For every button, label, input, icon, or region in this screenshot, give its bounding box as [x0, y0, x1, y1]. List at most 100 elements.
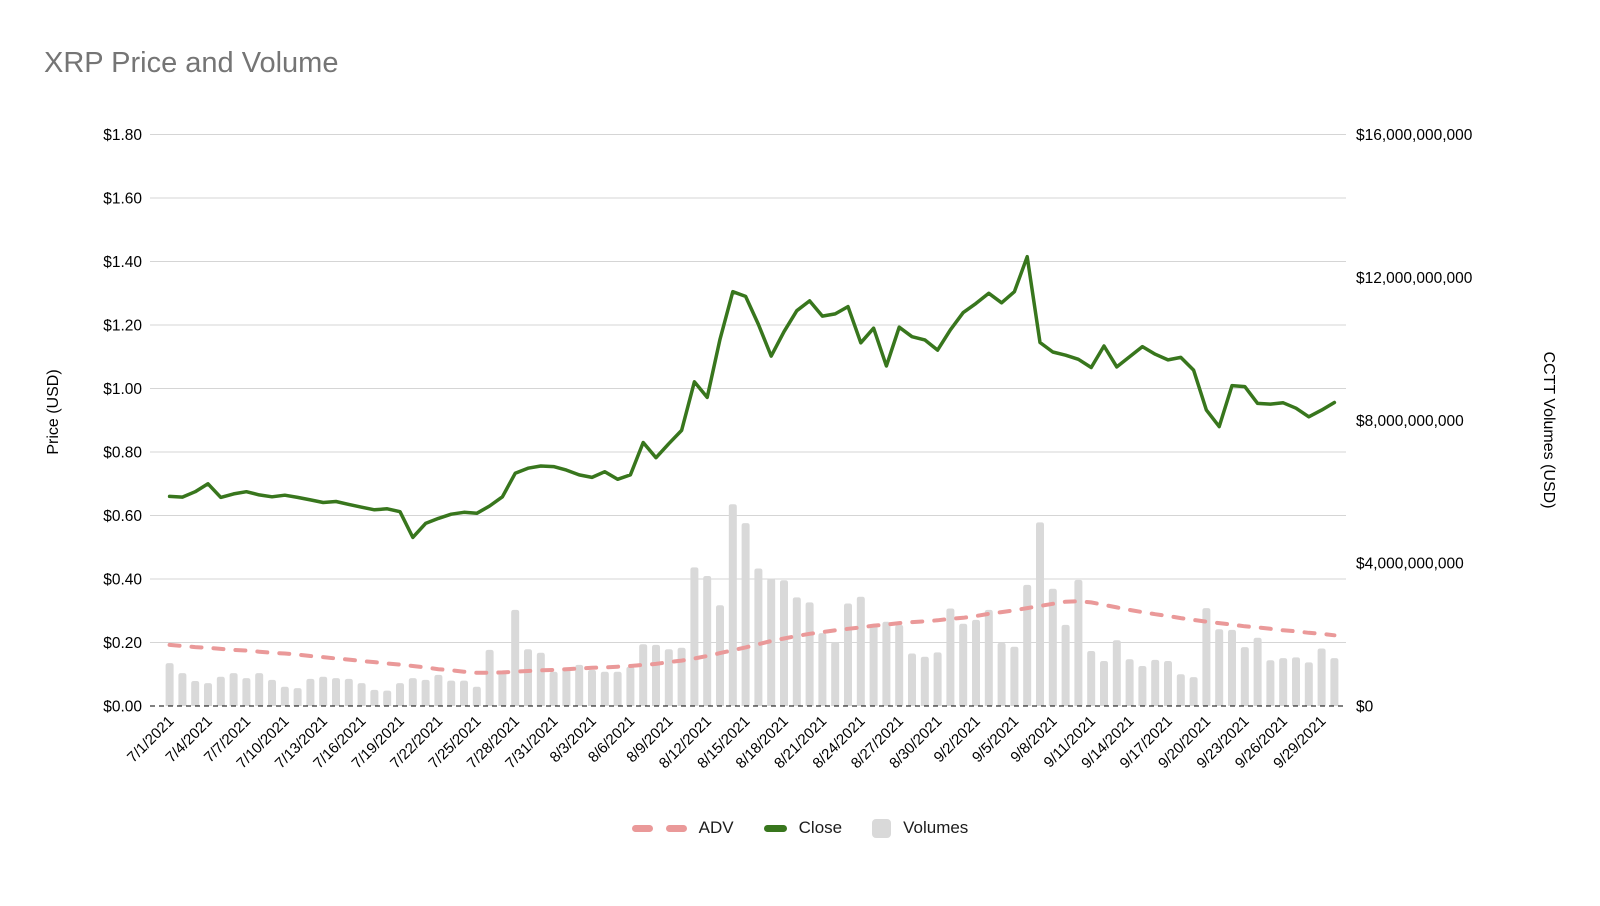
volume-bar [204, 683, 212, 706]
volume-bar [1189, 677, 1198, 706]
volume-bar [1087, 651, 1096, 706]
volume-bar [1100, 661, 1108, 706]
volume-bar [1164, 661, 1172, 706]
close-line [167, 254, 1337, 540]
volume-bar [908, 653, 916, 706]
volume-bar [716, 605, 724, 706]
volume-bar [805, 602, 814, 706]
right-axis-title: CCTT Volumes (USD) [1540, 351, 1557, 508]
volume-bar [959, 623, 968, 706]
volume-bar [357, 683, 366, 706]
volume-bar [1151, 659, 1160, 706]
adv-dashed-swatch-icon [665, 824, 687, 832]
volume-bar [460, 680, 468, 706]
legend-item-close: Close [763, 818, 843, 838]
volume-bar [255, 673, 264, 706]
legend-label-close: Close [798, 818, 843, 837]
volumes-square-swatch-icon [872, 818, 892, 838]
y-axis-tick-label: $0.60 [103, 508, 142, 525]
volume-bar [1253, 637, 1262, 706]
volume-bar [844, 603, 852, 706]
volume-bar [1138, 666, 1147, 706]
volume-bar [1202, 608, 1211, 706]
volume-bar [1228, 629, 1236, 706]
volume-bar [268, 679, 276, 706]
volume-bar [677, 647, 686, 706]
volume-bar [485, 649, 494, 706]
volume-bar [1112, 640, 1121, 706]
right-axis-tick-label: $8,000,000,000 [1356, 413, 1464, 430]
volume-bar [856, 596, 865, 706]
y-axis-tick-label: $0.80 [103, 445, 142, 462]
volume-bar [421, 679, 430, 706]
volume-bar [741, 523, 750, 706]
volume-bar [1125, 659, 1134, 706]
volume-bar [524, 649, 532, 706]
y-axis-tick-label: $1.40 [103, 254, 142, 271]
y-axis-tick-label: $1.20 [103, 318, 142, 335]
right-axis-tick-label: $12,000,000,000 [1356, 270, 1473, 287]
volume-bar [319, 676, 328, 706]
volume-bar [792, 597, 801, 706]
right-axis-tick-label: $4,000,000,000 [1356, 556, 1464, 573]
volume-bar [626, 666, 635, 706]
volume-bar [1266, 660, 1275, 706]
volume-bar [1023, 584, 1032, 706]
adv-line [167, 599, 1337, 675]
volume-bar [280, 686, 289, 706]
volume-bar [1036, 522, 1044, 706]
chart-title: XRP Price and Volume [44, 47, 339, 79]
volume-bar [306, 678, 315, 706]
volume-bar [1176, 674, 1185, 706]
volume-bar [498, 671, 507, 706]
volume-bar [728, 504, 737, 706]
legend-item-volumes: Volumes [872, 818, 968, 838]
y-axis-tick-label: $1.80 [103, 127, 142, 144]
right-axis-tick-label: $16,000,000,000 [1356, 127, 1473, 144]
volume-bar [1048, 588, 1057, 706]
volume-bar [472, 686, 481, 706]
volume-bar [1292, 657, 1300, 706]
volume-bar [408, 678, 417, 706]
volume-bar [1010, 646, 1019, 706]
volume-bar [1074, 579, 1083, 706]
volume-bar [613, 671, 622, 706]
volume-bar [1215, 629, 1224, 706]
volume-bar [191, 681, 200, 706]
volume-bar [1279, 658, 1288, 706]
volume-bar [1240, 647, 1249, 706]
legend-label-volumes: Volumes [903, 818, 969, 837]
volume-bar [575, 664, 584, 706]
volume-bar [690, 567, 699, 706]
y-axis-tick-label: $0.20 [103, 635, 142, 652]
volume-bar [946, 608, 955, 706]
volume-bar [818, 633, 827, 706]
volume-bar [383, 690, 392, 706]
volume-bar [370, 689, 379, 706]
volume-bar [600, 671, 609, 706]
volume-bar [178, 673, 187, 706]
volume-bar [703, 576, 712, 706]
volume-bar [447, 680, 456, 706]
volume-bar [1317, 648, 1326, 706]
volume-bar [882, 621, 891, 706]
volume-bar [293, 688, 302, 706]
y-axis-tick-label: $1.60 [103, 191, 142, 208]
volume-bar [229, 673, 238, 706]
volume-bar [652, 644, 660, 706]
volume-bar [664, 649, 673, 706]
y-axis-tick-label: $1.00 [103, 381, 142, 398]
volume-bar [780, 580, 788, 706]
volume-bar [869, 624, 878, 706]
volume-bar [754, 568, 763, 706]
volume-bar [984, 609, 993, 706]
volume-bar [344, 678, 353, 706]
legend-label-adv: ADV [698, 818, 734, 837]
close-line-swatch-icon [763, 824, 787, 832]
volume-bar [1304, 662, 1313, 706]
y-axis-tick-label: $0.40 [103, 572, 142, 589]
volume-bar [639, 644, 648, 706]
volume-bar [920, 656, 929, 706]
